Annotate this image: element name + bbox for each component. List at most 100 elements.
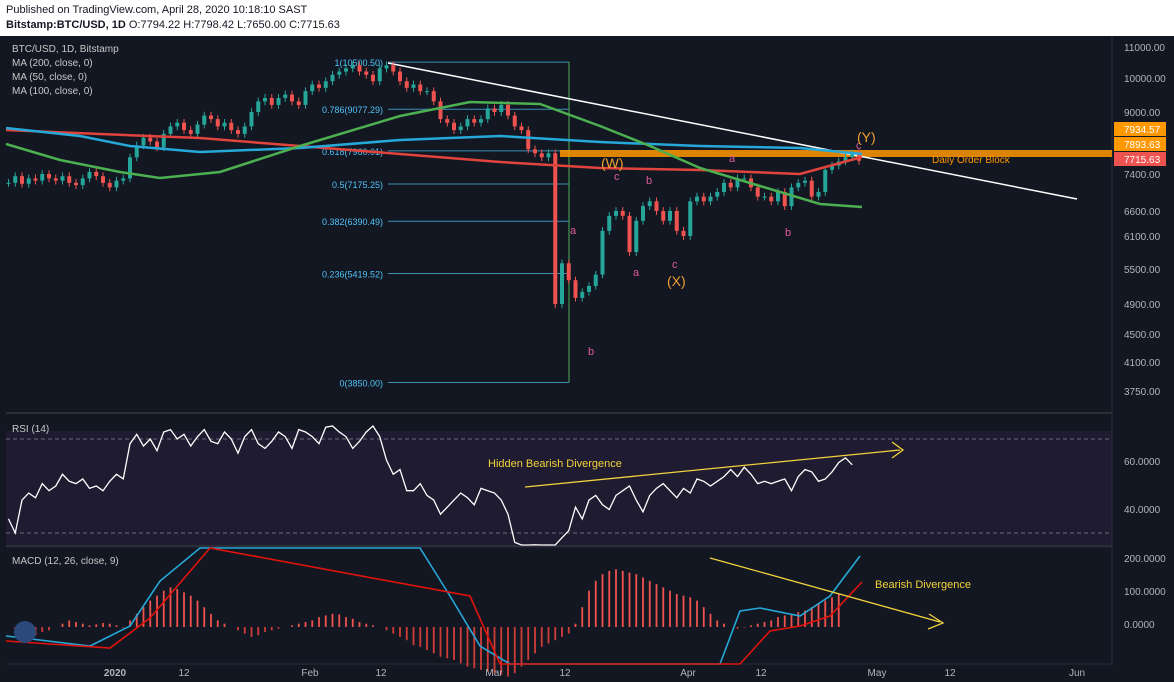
candle-body [492,108,497,112]
candle-body [182,122,186,131]
candle-body [688,201,693,236]
candle-body [337,71,342,75]
candle-body [620,211,625,216]
price-tick-label: 6600.00 [1124,207,1161,218]
rsi-divergence-label: Hidden Bearish Divergence [488,458,622,470]
candle-body [242,126,247,134]
rsi-divergence-line [524,449,901,488]
symbol-label: Bitstamp:BTC/USD, 1D [6,19,126,31]
rsi-line [7,425,853,546]
candle-body [114,180,119,188]
candle-body [452,122,456,131]
time-axis-label: Jun [1069,668,1085,679]
candle-body [641,206,645,221]
candle-body [377,68,382,82]
candle-body [371,74,375,82]
rsi-tick-label: 40.0000 [1124,505,1161,516]
candle-body [823,169,828,192]
candle-body [263,97,267,102]
price-tag [1114,137,1166,151]
candle-body [789,187,794,207]
candle-body [74,182,78,186]
wave-label: b [646,175,652,187]
candle-body [404,81,409,88]
candle-body [357,65,362,72]
chart-svg[interactable]: 11000.00 10000.00 9000.00 7400.00 6600.00 610… [0,36,1174,682]
candle-body [40,174,45,181]
candle-body [188,130,193,134]
candle-body [256,101,261,112]
candle-body [607,215,612,231]
time-axis-label: 12 [755,668,767,679]
candle-body [80,178,85,186]
candle-body [330,74,335,82]
candle-body [425,91,429,93]
wave-label: c [672,259,678,271]
time-axis-label: Apr [680,668,696,679]
candle-body [6,182,11,184]
candle-body [47,174,51,179]
price-tag-label: 7715.63 [1124,155,1161,166]
candle-body [445,119,450,123]
ma100-line [5,126,863,156]
candle-body [593,274,598,286]
legend-ma200: MA (200, close, 0) [12,58,93,69]
candle-body [33,178,38,181]
fib-label: 0.618(7960.01) [322,147,383,157]
price-tick-label: 4900.00 [1124,300,1161,311]
candle-body [742,178,747,180]
rsi-band [6,431,1112,548]
candle-body [283,94,288,98]
candle-body [310,84,315,92]
candle-body [816,191,821,197]
price-tick-label: 4100.00 [1124,358,1161,369]
candle-body [350,65,355,69]
price-tag-label: 7934.57 [1124,125,1161,136]
fib-label: 0(3850.00) [339,378,383,388]
time-axis-label: 12 [944,668,956,679]
candle-body [26,178,31,184]
macd-divergence-line [709,557,941,623]
candle-body [431,91,436,102]
price-tick-label: 10000.00 [1124,74,1166,85]
time-axis-label: Mar [485,668,503,679]
macd-tick-label: 0.0000 [1124,620,1155,631]
chart-area[interactable]: 11000.00 10000.00 9000.00 7400.00 6600.00 610… [0,36,1174,682]
candle-body [472,119,477,123]
wave-label: b [588,346,594,358]
candle-body [411,84,416,88]
candle-body [674,211,679,231]
time-axis-label: 12 [178,668,190,679]
candle-body [600,230,605,275]
macd-tick-label: 100.0000 [1124,587,1166,598]
candle-body [20,176,24,184]
wave-label: a [633,267,640,279]
descending-trendline [387,62,1078,200]
wave-label-w: (W) [601,155,624,171]
candle-body [249,112,254,127]
fib-label: 0.236(5419.52) [322,269,383,279]
candle-body [344,68,348,72]
candle-body [782,191,787,207]
candle-body [850,153,855,158]
candle-body [13,176,18,183]
time-axis-label: 2020 [104,668,127,679]
price-tick-label: 3750.00 [1124,387,1161,398]
candle-body [695,196,699,202]
candle-body [506,104,510,116]
candle-body [587,285,591,292]
macd-divergence-arrow [927,613,945,630]
candle-body [735,178,740,188]
candle-body [296,101,301,105]
price-tick-label: 4500.00 [1124,330,1161,341]
candle-body [809,180,814,197]
candle-body [175,122,180,127]
legend-ma100: MA (100, close, 0) [12,86,93,97]
macd-line [5,547,861,665]
candle-body [195,124,200,134]
ohlc-values: O:7794.22 H:7798.42 L:7650.00 C:7715.63 [128,19,340,31]
main-legend: BTC/USD, 1D, Bitstamp MA (200, close, 0)… [12,43,119,99]
candle-body [796,182,801,188]
candle-body [661,211,666,221]
candle-body [67,176,72,183]
